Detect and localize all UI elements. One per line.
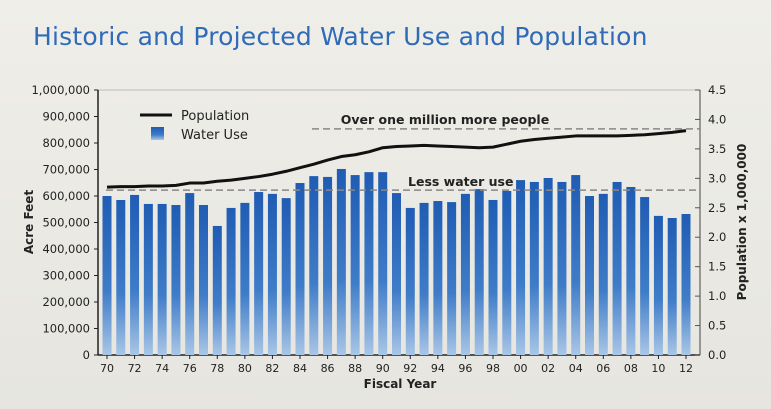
- bar-02: [543, 177, 553, 355]
- y2-tick-label: 3.0: [708, 171, 726, 185]
- y2-tick-label: 4.0: [708, 112, 726, 126]
- x-tick-label: 90: [376, 362, 390, 375]
- bar-09: [640, 197, 650, 355]
- x-tick-label: 86: [321, 362, 335, 375]
- y2-axis-title: Population x 1,000,000: [735, 144, 749, 301]
- bar-08: [626, 186, 636, 355]
- y-tick-label: 400,000: [42, 242, 90, 256]
- bar-90: [378, 172, 388, 355]
- x-tick-label: 12: [679, 362, 693, 375]
- y2-tick-label: 3.5: [708, 142, 726, 156]
- bar-06: [598, 193, 608, 355]
- bar-83: [281, 198, 291, 355]
- bar-74: [157, 203, 167, 355]
- x-tick-label: 92: [403, 362, 417, 375]
- x-tick-label: 78: [210, 362, 224, 375]
- y-axis-title: Acre Feet: [22, 190, 36, 255]
- y2-tick-label: 0.5: [708, 319, 726, 333]
- population-line: [106, 129, 687, 189]
- x-tick-label: 76: [183, 362, 197, 375]
- x-tick-label: 88: [348, 362, 362, 375]
- bar-85: [309, 176, 319, 355]
- y-tick-label: 100,000: [42, 322, 90, 336]
- bar-82: [267, 193, 277, 355]
- x-tick-label: 10: [651, 362, 665, 375]
- bar-79: [226, 207, 236, 355]
- legend-label-water: Water Use: [181, 128, 248, 143]
- x-tick-label: 80: [238, 362, 252, 375]
- bar-71: [116, 199, 126, 355]
- bar-05: [585, 196, 594, 355]
- y-tick-label: 900,000: [42, 110, 90, 124]
- bar-04: [571, 175, 581, 355]
- legend-label-population: Population: [181, 109, 249, 124]
- chart-title: Historic and Projected Water Use and Pop…: [33, 22, 648, 51]
- x-tick-label: 94: [431, 362, 445, 375]
- bar-75: [171, 205, 181, 355]
- bar-70: [102, 196, 112, 355]
- x-tick-label: 00: [514, 362, 528, 375]
- bar-92: [405, 207, 415, 355]
- y-tick-label: 700,000: [42, 163, 90, 177]
- bar-73: [143, 203, 153, 355]
- annotation-population: Over one million more people: [341, 112, 549, 127]
- bar-78: [212, 225, 222, 355]
- y-tick-label: 500,000: [42, 216, 90, 230]
- x-tick-label: 02: [541, 362, 555, 375]
- bar-91: [392, 193, 401, 355]
- bar-72: [130, 194, 140, 355]
- bar-11: [667, 217, 677, 355]
- bar-97: [474, 189, 484, 355]
- y-tick-label: 200,000: [42, 295, 90, 309]
- y2-tick-label: 2.5: [708, 201, 726, 215]
- x-tick-label: 84: [293, 362, 307, 375]
- bar-76: [185, 193, 195, 355]
- y-tick-label: 0: [83, 348, 90, 362]
- y2-tick-label: 4.5: [708, 83, 726, 97]
- bar-07: [612, 181, 622, 355]
- bar-86: [323, 176, 333, 355]
- y2-tick-label: 1.0: [708, 289, 726, 303]
- bar-99: [502, 190, 512, 355]
- y2-tick-label: 2.0: [708, 230, 726, 244]
- x-tick-label: 72: [128, 362, 142, 375]
- bar-03: [557, 181, 567, 355]
- bar-00: [516, 180, 526, 355]
- bar-95: [447, 202, 457, 355]
- y2-tick-label: 1.5: [708, 260, 726, 274]
- y-tick-label: 800,000: [42, 136, 90, 150]
- bar-81: [254, 192, 264, 355]
- y-tick-label: 300,000: [42, 269, 90, 283]
- y2-tick-label: 0.0: [708, 348, 726, 362]
- bar-98: [488, 199, 498, 355]
- bar-10: [653, 215, 663, 355]
- x-tick-label: 96: [458, 362, 472, 375]
- bar-93: [419, 202, 429, 355]
- x-axis-title: Fiscal Year: [364, 377, 437, 391]
- x-tick-label: 04: [569, 362, 583, 375]
- bar-87: [336, 168, 346, 355]
- bar-77: [199, 205, 208, 355]
- y-tick-label: 600,000: [42, 189, 90, 203]
- bar-01: [529, 181, 539, 355]
- bar-94: [433, 201, 443, 355]
- x-tick-label: 08: [624, 362, 638, 375]
- legend-swatch-water: [151, 127, 164, 140]
- x-tick-label: 82: [265, 362, 279, 375]
- x-tick-label: 06: [596, 362, 610, 375]
- y-tick-label: 1,000,000: [31, 83, 90, 97]
- x-tick-label: 70: [100, 362, 114, 375]
- bar-80: [240, 202, 250, 355]
- bar-88: [350, 175, 360, 355]
- bar-12: [681, 214, 691, 355]
- annotation-water: Less water use: [408, 174, 513, 189]
- bar-96: [460, 193, 470, 355]
- x-tick-label: 98: [486, 362, 500, 375]
- x-tick-label: 74: [155, 362, 169, 375]
- bar-84: [295, 183, 305, 355]
- bar-89: [364, 172, 374, 355]
